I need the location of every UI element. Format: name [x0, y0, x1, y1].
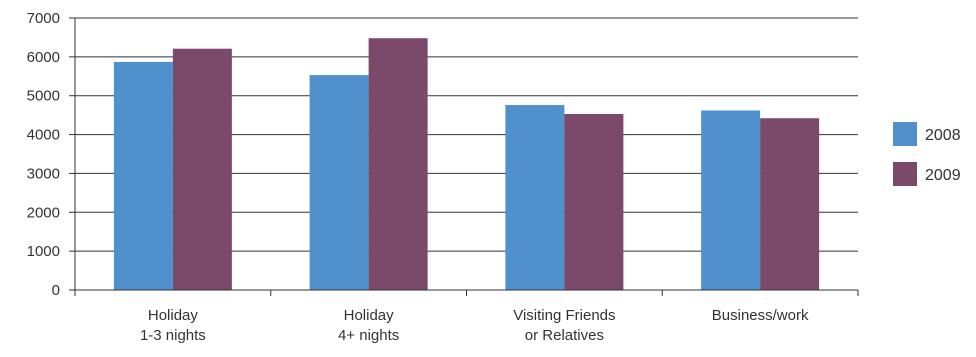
- x-category-label: Visiting Friends: [513, 307, 615, 324]
- bar: [564, 113, 624, 290]
- axis-layer: 0 1000 2000 3000 4000 5000 6000 7000 Holiday 1-3 …: [27, 10, 859, 344]
- y-tick-label: 2000: [27, 204, 60, 221]
- bar: [172, 48, 232, 290]
- x-category-label: Holiday: [344, 307, 395, 324]
- y-tick-label: 4000: [27, 127, 60, 144]
- legend-label: 2008: [925, 127, 961, 144]
- x-category-label: Business/work: [712, 307, 809, 324]
- bar: [368, 38, 428, 290]
- bar: [309, 75, 369, 291]
- legend: 2008 2009: [893, 122, 961, 186]
- bar: [113, 61, 173, 291]
- x-category-label: or Relatives: [525, 327, 604, 344]
- legend-swatch: [893, 122, 917, 146]
- bar: [701, 110, 761, 290]
- bars-layer: [113, 38, 820, 291]
- x-category-label: 1-3 nights: [140, 327, 206, 344]
- bar: [505, 105, 565, 290]
- y-tick-label: 6000: [27, 49, 60, 66]
- y-tick-label: 1000: [27, 243, 60, 260]
- x-category-label: 4+ nights: [338, 327, 399, 344]
- y-tick-label: 0: [52, 282, 60, 299]
- legend-label: 2009: [925, 167, 961, 184]
- y-tick-label: 3000: [27, 165, 60, 182]
- legend-swatch: [893, 162, 917, 186]
- y-tick-label: 7000: [27, 10, 60, 27]
- bar: [760, 118, 820, 290]
- x-category-label: Holiday: [148, 307, 199, 324]
- y-tick-label: 5000: [27, 88, 60, 105]
